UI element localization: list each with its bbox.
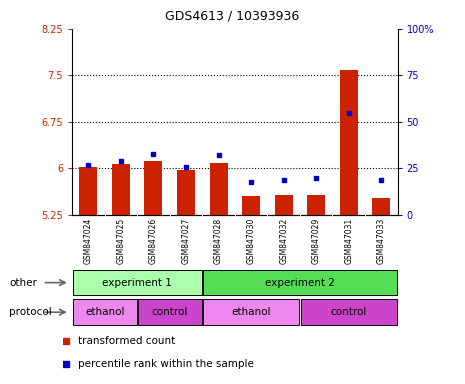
Text: GSM847027: GSM847027 [181, 218, 191, 264]
Text: transformed count: transformed count [78, 336, 175, 346]
Bar [300, 300, 397, 325]
Bar [73, 270, 202, 295]
Bar [138, 300, 202, 325]
Bar [203, 300, 299, 325]
Bar [340, 70, 358, 215]
Text: protocol: protocol [9, 307, 52, 317]
Bar [275, 195, 292, 215]
Text: ethanol: ethanol [232, 307, 271, 317]
Bar [145, 161, 162, 215]
Text: GSM847031: GSM847031 [344, 218, 353, 264]
Text: GSM847030: GSM847030 [246, 218, 256, 264]
Text: control: control [152, 307, 188, 317]
Text: GSM847026: GSM847026 [149, 218, 158, 264]
Text: experiment 1: experiment 1 [102, 278, 172, 288]
Text: other: other [9, 278, 37, 288]
Text: GSM847033: GSM847033 [377, 218, 386, 264]
Text: GSM847029: GSM847029 [312, 218, 321, 264]
Bar [307, 195, 325, 215]
Text: GSM847025: GSM847025 [116, 218, 126, 264]
Text: GSM847032: GSM847032 [279, 218, 288, 264]
Text: GSM847024: GSM847024 [84, 218, 93, 264]
Text: control: control [331, 307, 367, 317]
Bar [73, 300, 137, 325]
Text: GSM847028: GSM847028 [214, 218, 223, 264]
Bar [80, 167, 97, 215]
Bar [177, 170, 195, 215]
Text: GDS4613 / 10393936: GDS4613 / 10393936 [166, 10, 299, 23]
Bar [372, 198, 390, 215]
Bar [210, 163, 227, 215]
Bar [203, 270, 397, 295]
Text: ethanol: ethanol [85, 307, 124, 317]
Text: experiment 2: experiment 2 [265, 278, 335, 288]
Text: percentile rank within the sample: percentile rank within the sample [78, 359, 254, 369]
Bar [242, 197, 260, 215]
Bar [112, 164, 130, 215]
